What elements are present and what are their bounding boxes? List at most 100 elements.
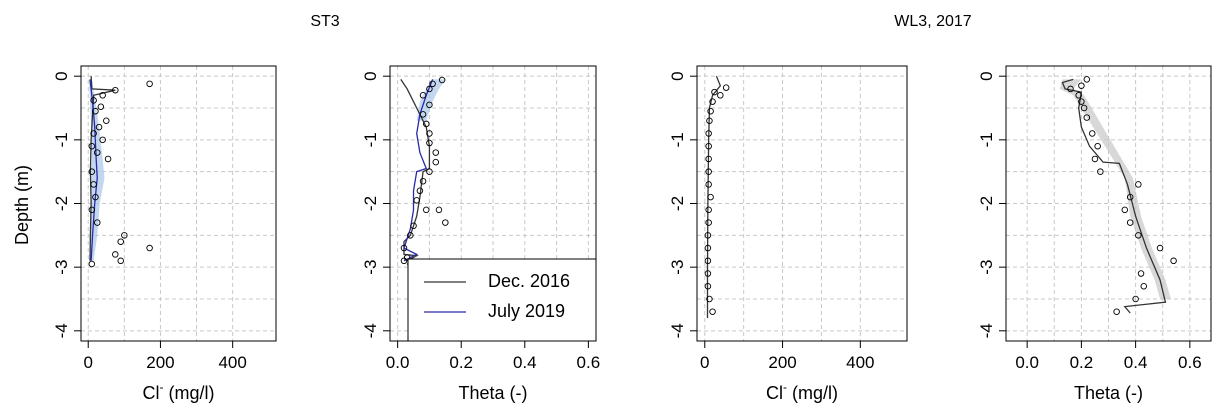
observed-point: [722, 84, 730, 91]
x-tick-label: 200: [768, 353, 796, 372]
x-tick-label: 0: [83, 353, 92, 372]
observed-point: [413, 197, 420, 204]
panel-3: 0 200 400 0 -1 -2 -3 -4 Cl- (mg/l): [668, 65, 908, 403]
observed-point: [426, 101, 433, 109]
y-tick-label: -4: [977, 323, 996, 338]
observed-point: [438, 76, 446, 84]
observed-point: [88, 168, 96, 175]
x-axis-label-superscript: -: [160, 380, 164, 394]
observed-point: [704, 283, 712, 290]
observed-point: [705, 206, 712, 214]
observed-point: [92, 193, 99, 201]
legend: Dec. 2016 July 2019: [407, 258, 597, 342]
observed-point: [103, 117, 110, 124]
observed-point: [400, 244, 408, 252]
observed-point: [1137, 270, 1145, 277]
x-axis-label-main: Cl: [766, 383, 783, 403]
observed-point: [442, 219, 449, 226]
y-tick-label: 0: [361, 71, 380, 80]
y-tick-label: 0: [52, 71, 71, 80]
x-axis-label: Cl- (mg/l): [766, 380, 838, 403]
observed-point: [1135, 181, 1142, 188]
observed-point: [422, 206, 430, 214]
x-tick-label: 0.0: [386, 353, 410, 372]
series-line-dec-2016: [1061, 78, 1167, 314]
observed-point: [1091, 155, 1099, 163]
observed-point: [1132, 295, 1139, 303]
observed-point: [90, 97, 97, 104]
x-axis-label: Theta (-): [1074, 383, 1143, 403]
observed-point: [422, 120, 430, 128]
y-tick-label: -1: [52, 132, 71, 147]
observed-point: [419, 177, 427, 185]
x-axis-label: Theta (-): [458, 383, 527, 403]
observed-point: [705, 181, 712, 188]
observed-point: [1080, 104, 1088, 112]
observed-point: [705, 219, 712, 226]
observed-point: [1135, 232, 1142, 239]
x-tick-label: 0.6: [577, 353, 601, 372]
observed-point: [1121, 206, 1129, 214]
x-tick-label: 0.2: [449, 353, 473, 372]
observed-point: [112, 86, 119, 94]
series-line-july-2019: [89, 79, 98, 261]
observed-point: [706, 117, 713, 124]
observed-point: [93, 219, 101, 226]
series-line-dec-2016: [89, 76, 116, 261]
observed-point: [90, 181, 97, 188]
observed-point: [99, 136, 106, 144]
observed-point: [705, 130, 712, 137]
observed-point: [1113, 308, 1120, 315]
y-tick-label: -2: [668, 196, 687, 211]
observed-point: [717, 92, 724, 99]
observed-point: [432, 149, 440, 156]
y-tick-label: -3: [361, 260, 380, 275]
y-tick-label: -2: [361, 196, 380, 211]
observed-point: [104, 155, 112, 163]
observed-point: [1067, 85, 1074, 93]
observed-point: [1126, 193, 1134, 201]
observed-point: [426, 130, 433, 137]
x-axis-label-unit: (mg/l): [164, 383, 215, 403]
y-tick-label: -1: [668, 132, 687, 147]
panel-4: 0.0 0.2 0.4 0.6 0 -1 -2 -3 -4 Theta (-): [977, 65, 1212, 403]
x-axis-label-unit: (mg/l): [787, 383, 838, 403]
observed-point: [705, 155, 712, 163]
observed-point: [707, 193, 714, 201]
observed-point: [1083, 114, 1091, 121]
observed-point: [88, 260, 96, 268]
y-tick-label: -4: [52, 323, 71, 338]
observed-point: [1078, 98, 1085, 105]
observed-point: [1170, 257, 1177, 265]
observed-point: [146, 244, 153, 252]
observed-point: [704, 270, 712, 277]
y-tick-label: 0: [668, 71, 687, 80]
observed-point: [99, 92, 106, 99]
observed-point: [1094, 142, 1101, 150]
y-tick-label: -2: [977, 196, 996, 211]
x-tick-label: 400: [846, 353, 874, 372]
x-axis-label-main: Theta (-): [458, 383, 527, 403]
observed-point: [112, 251, 119, 258]
observed-point: [416, 187, 424, 195]
observed-point: [709, 98, 716, 105]
legend-entry-label: Dec. 2016: [488, 271, 570, 291]
uncertainty-band: [416, 79, 446, 121]
observed-point: [1140, 283, 1148, 290]
observed-point: [92, 107, 99, 115]
observed-point: [1078, 82, 1085, 89]
y-tick-label: -3: [52, 260, 71, 275]
y-tick-label: -1: [361, 132, 380, 147]
observed-point: [1156, 244, 1164, 252]
x-tick-label: 200: [146, 353, 174, 372]
observed-point: [400, 257, 408, 265]
group-title-st3: ST3: [310, 13, 339, 30]
x-axis-label-main: Theta (-): [1074, 383, 1143, 403]
observed-point: [711, 88, 718, 96]
panel-2: 0.0 0.2 0.4 0.6 0 -1 -2 -3 -4 Theta (-) Dec. 2016 J…: [361, 65, 601, 403]
observed-point: [426, 139, 433, 147]
observed-point: [410, 222, 417, 230]
x-axis-label-main: Cl: [143, 383, 160, 403]
observed-point: [704, 257, 712, 265]
